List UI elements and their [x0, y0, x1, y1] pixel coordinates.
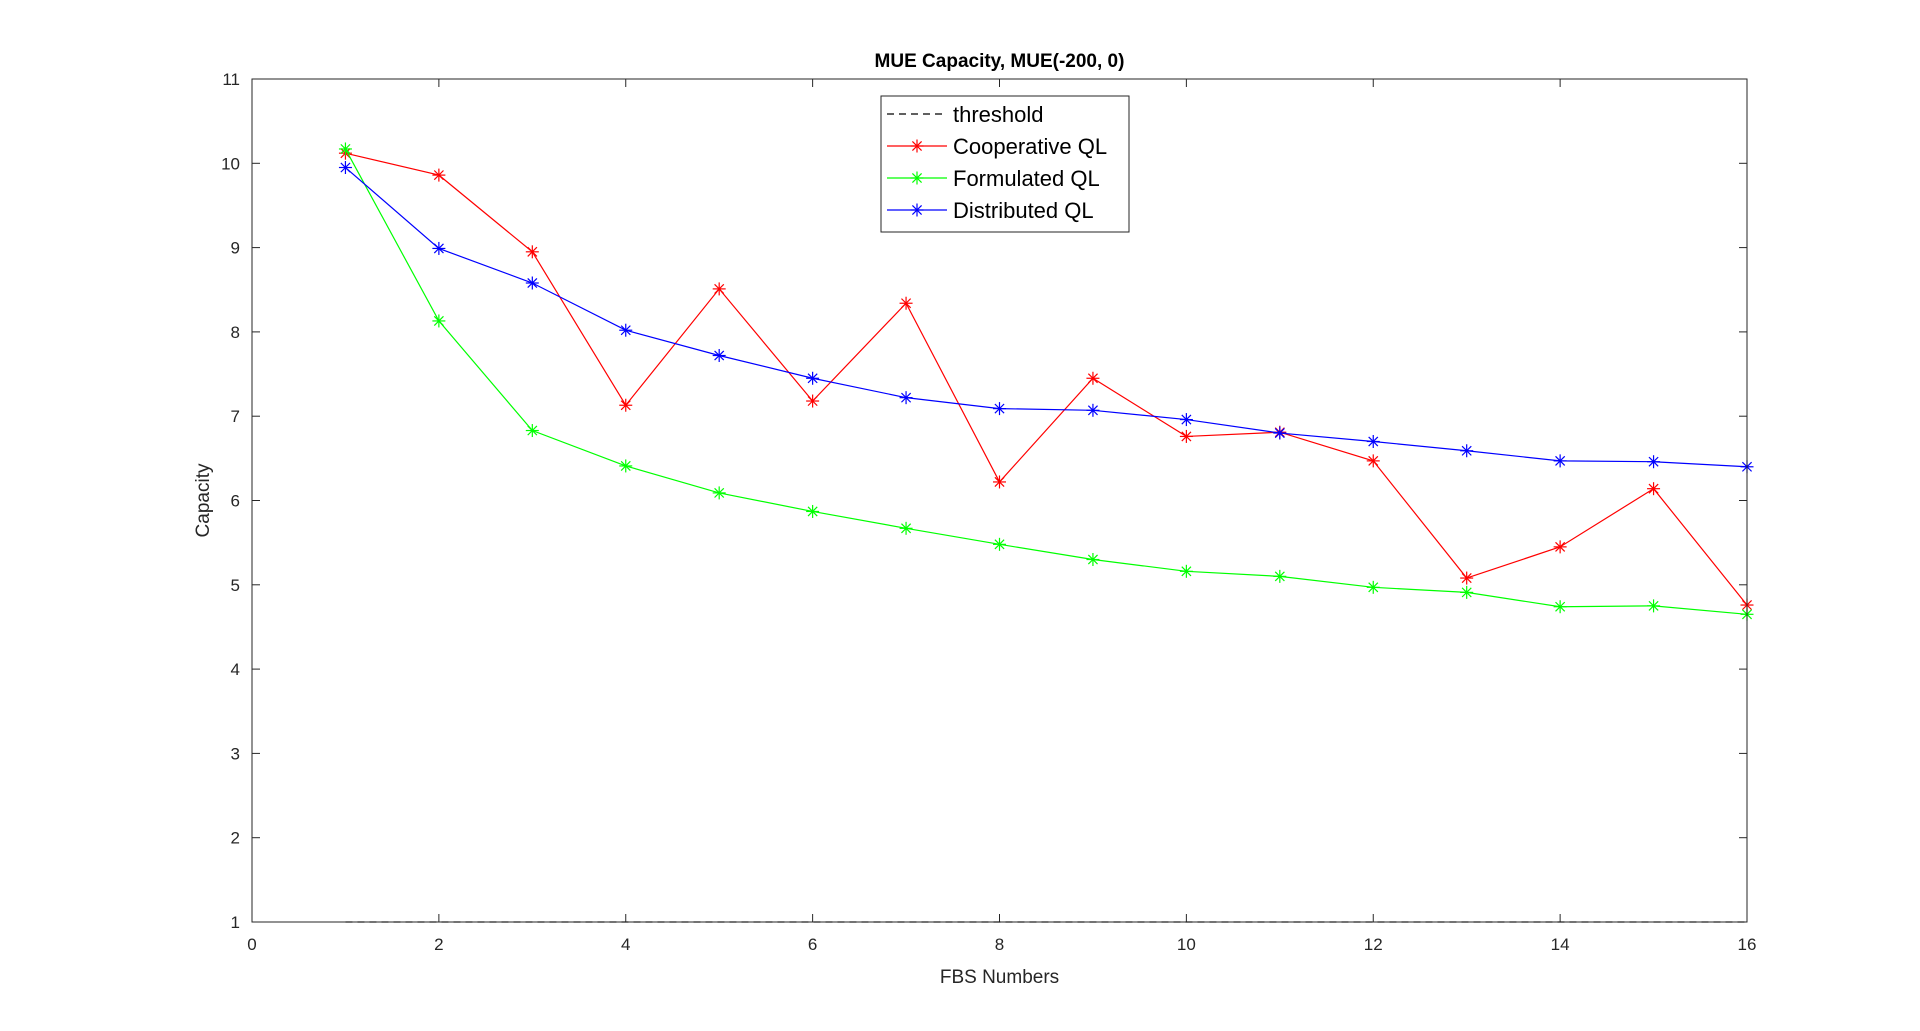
- data-point-formulated-ql: [806, 504, 820, 518]
- data-point-formulated-ql: [1366, 580, 1380, 594]
- series-line-distributed-ql: [345, 167, 1748, 468]
- data-point-cooperative-ql: [619, 398, 633, 412]
- data-point-distributed-ql: [1553, 454, 1567, 468]
- legend-item-threshold[interactable]: threshold: [887, 102, 1044, 127]
- data-point-distributed-ql: [806, 371, 820, 385]
- y-axis-title: Capacity: [193, 463, 214, 537]
- x-tick-label: 6: [808, 935, 817, 954]
- data-point-formulated-ql: [1086, 553, 1100, 567]
- x-tick-label: 4: [621, 935, 630, 954]
- data-point-distributed-ql: [619, 323, 633, 337]
- chart-title: MUE Capacity, MUE(-200, 0): [875, 51, 1125, 72]
- data-point-formulated-ql: [899, 521, 913, 535]
- x-tick-label: 8: [995, 935, 1004, 954]
- y-tick-label: 1: [231, 913, 240, 932]
- y-tick-label: 11: [222, 70, 240, 89]
- y-tick-label: 7: [231, 407, 240, 426]
- y-tick-label: 2: [231, 829, 240, 848]
- data-point-formulated-ql: [525, 424, 539, 438]
- data-point-distributed-ql: [432, 241, 446, 255]
- legend-label: Cooperative QL: [953, 134, 1107, 159]
- axes-frame: [251, 78, 1748, 923]
- x-tick-label: 10: [1177, 935, 1196, 954]
- data-point-distributed-ql: [1086, 403, 1100, 417]
- data-point-cooperative-ql: [1647, 482, 1661, 496]
- y-tick-label: 6: [231, 492, 240, 511]
- data-point-formulated-ql: [1553, 600, 1567, 614]
- legend-box: [880, 95, 1130, 233]
- data-point-formulated-ql: [712, 486, 726, 500]
- data-point-distributed-ql: [1460, 444, 1474, 458]
- y-tick-label: 5: [231, 576, 240, 595]
- x-axis-title: FBS Numbers: [940, 967, 1059, 988]
- legend-marker: [910, 139, 924, 153]
- legend-label: Distributed QL: [953, 198, 1094, 223]
- x-tick-label: 14: [1551, 935, 1570, 954]
- legend-item-distributed-ql[interactable]: Distributed QL: [887, 198, 1094, 223]
- data-point-formulated-ql: [1647, 599, 1661, 613]
- data-point-formulated-ql: [1460, 585, 1474, 599]
- y-tick-label: 4: [231, 660, 240, 679]
- series-formulated-ql: [338, 142, 1754, 621]
- y-tick-label: 10: [221, 154, 240, 173]
- data-point-cooperative-ql: [712, 282, 726, 296]
- data-point-formulated-ql: [1179, 564, 1193, 578]
- data-point-distributed-ql: [712, 349, 726, 363]
- data-point-cooperative-ql: [899, 296, 913, 310]
- legend-label: Formulated QL: [953, 166, 1100, 191]
- data-point-formulated-ql: [619, 459, 633, 473]
- data-point-cooperative-ql: [525, 245, 539, 259]
- data-point-cooperative-ql: [1179, 429, 1193, 443]
- series-line-cooperative-ql: [345, 152, 1748, 606]
- data-point-cooperative-ql: [806, 394, 820, 408]
- data-point-formulated-ql: [432, 314, 446, 328]
- data-point-cooperative-ql: [432, 168, 446, 182]
- data-point-cooperative-ql: [993, 475, 1006, 489]
- legend-marker: [910, 203, 924, 217]
- x-tick-label: 2: [434, 935, 443, 954]
- data-point-cooperative-ql: [1086, 371, 1100, 385]
- data-point-distributed-ql: [1273, 426, 1287, 440]
- axes-box: [251, 78, 1748, 923]
- data-point-formulated-ql: [1273, 569, 1287, 583]
- data-point-cooperative-ql: [1460, 571, 1474, 585]
- data-point-distributed-ql: [1179, 413, 1193, 427]
- x-tick-label: 0: [247, 935, 256, 954]
- series-line-formulated-ql: [344, 148, 1748, 615]
- y-tick-label: 3: [231, 744, 240, 763]
- legend-item-formulated-ql[interactable]: Formulated QL: [887, 166, 1100, 191]
- data-point-cooperative-ql: [1553, 540, 1567, 554]
- data-point-distributed-ql: [899, 391, 913, 405]
- data-point-formulated-ql: [338, 142, 352, 156]
- data-point-distributed-ql: [1647, 455, 1661, 469]
- data-point-distributed-ql: [525, 276, 539, 290]
- data-point-distributed-ql: [338, 161, 352, 175]
- y-tick-label: 8: [231, 323, 240, 342]
- legend[interactable]: threshold Cooperative QL Formulated QL Dist…: [880, 95, 1130, 233]
- y-tick-label: 9: [231, 239, 240, 258]
- legend-label: threshold: [953, 102, 1044, 127]
- data-point-cooperative-ql: [1366, 454, 1380, 468]
- data-point-formulated-ql: [993, 537, 1006, 551]
- data-point-distributed-ql: [993, 402, 1006, 416]
- x-tick-label: 12: [1364, 935, 1383, 954]
- legend-item-cooperative-ql[interactable]: Cooperative QL: [887, 134, 1107, 159]
- data-point-distributed-ql: [1366, 434, 1380, 448]
- x-tick-label: 16: [1738, 935, 1757, 954]
- legend-marker: [910, 171, 924, 185]
